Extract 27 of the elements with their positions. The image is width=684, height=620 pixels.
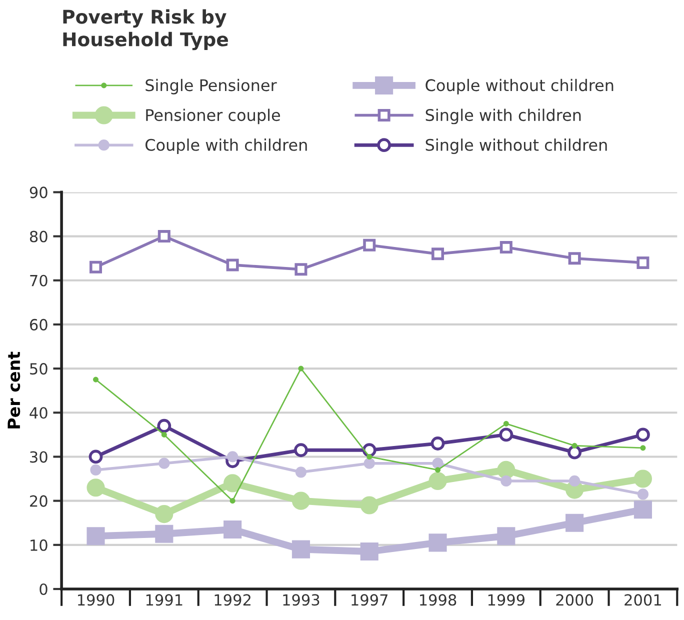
y-tick-label: 50 bbox=[30, 363, 48, 375]
y-tick-label: 60 bbox=[30, 318, 48, 330]
legend-label: Pensioner couple bbox=[146, 108, 280, 124]
x-tick-label: 1997 bbox=[352, 594, 388, 606]
x-tick-label: 1993 bbox=[283, 594, 320, 606]
x-tick-label: 1999 bbox=[488, 594, 525, 606]
legend-label: Couple with children bbox=[146, 138, 307, 154]
x-tick-label: 1992 bbox=[214, 594, 250, 606]
x-tick-label: 1998 bbox=[420, 594, 456, 606]
legend-label: Single Pensioner bbox=[146, 78, 277, 94]
y-tick-label: 10 bbox=[30, 539, 48, 551]
legend-label: Couple without children bbox=[426, 78, 614, 94]
y-tick-label: 0 bbox=[40, 583, 48, 596]
x-tick-label: 2000 bbox=[556, 594, 593, 606]
x-tick-label: 1990 bbox=[78, 594, 114, 606]
y-tick-label: 90 bbox=[30, 186, 48, 198]
y-tick-label: 70 bbox=[30, 274, 48, 286]
y-tick-label: 20 bbox=[30, 495, 48, 507]
chart-title: Poverty Risk by Household Type bbox=[63, 9, 228, 50]
x-tick-label: 2001 bbox=[624, 594, 661, 606]
y-axis-title: Per cent bbox=[8, 352, 20, 428]
legend-label: Single without children bbox=[426, 138, 607, 154]
y-tick-label: 80 bbox=[30, 230, 48, 242]
y-tick-label: 30 bbox=[30, 451, 48, 463]
legend-label: Single with children bbox=[426, 108, 581, 124]
y-tick-label: 40 bbox=[30, 407, 48, 419]
x-tick-label: 1991 bbox=[146, 594, 182, 606]
